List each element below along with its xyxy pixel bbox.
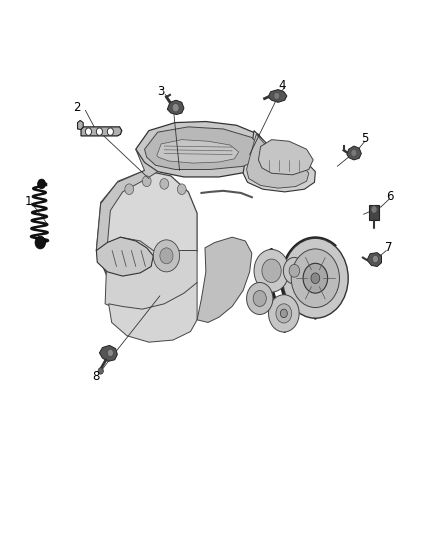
- Polygon shape: [105, 237, 197, 316]
- Circle shape: [125, 184, 134, 195]
- Circle shape: [311, 273, 320, 284]
- Circle shape: [160, 179, 169, 189]
- Polygon shape: [99, 345, 117, 361]
- Circle shape: [142, 176, 151, 187]
- Circle shape: [107, 349, 113, 357]
- Circle shape: [107, 128, 113, 135]
- Circle shape: [371, 206, 377, 213]
- Text: 5: 5: [361, 132, 368, 145]
- Circle shape: [280, 309, 287, 318]
- Polygon shape: [136, 122, 267, 177]
- Text: 8: 8: [92, 370, 99, 383]
- Circle shape: [96, 128, 102, 135]
- Polygon shape: [268, 90, 287, 102]
- Polygon shape: [96, 171, 197, 314]
- Circle shape: [262, 259, 281, 282]
- Circle shape: [303, 263, 328, 293]
- Circle shape: [276, 304, 292, 323]
- Polygon shape: [96, 149, 158, 251]
- Polygon shape: [78, 120, 83, 130]
- Circle shape: [98, 368, 103, 374]
- Polygon shape: [81, 127, 122, 136]
- Polygon shape: [258, 140, 313, 175]
- Polygon shape: [347, 146, 361, 160]
- Text: 1: 1: [25, 195, 32, 208]
- Polygon shape: [109, 282, 197, 342]
- Circle shape: [291, 249, 339, 308]
- Circle shape: [289, 264, 300, 277]
- Circle shape: [172, 103, 179, 112]
- Circle shape: [268, 295, 299, 332]
- Circle shape: [85, 128, 92, 135]
- Circle shape: [283, 257, 305, 284]
- Circle shape: [38, 179, 46, 189]
- Text: 2: 2: [73, 101, 81, 114]
- Circle shape: [274, 92, 280, 100]
- Polygon shape: [243, 131, 315, 192]
- Circle shape: [254, 249, 289, 292]
- Polygon shape: [247, 134, 309, 188]
- Circle shape: [351, 149, 357, 157]
- Polygon shape: [157, 140, 239, 163]
- Circle shape: [35, 236, 46, 249]
- Polygon shape: [96, 237, 153, 276]
- Circle shape: [177, 184, 186, 195]
- Polygon shape: [167, 100, 184, 115]
- Text: 7: 7: [385, 241, 392, 254]
- Polygon shape: [367, 253, 381, 266]
- Circle shape: [247, 282, 273, 314]
- Polygon shape: [197, 237, 252, 322]
- Text: 6: 6: [386, 190, 394, 203]
- Circle shape: [372, 255, 378, 263]
- Text: 4: 4: [278, 79, 286, 92]
- Polygon shape: [369, 205, 379, 220]
- Text: 3: 3: [158, 85, 165, 98]
- Circle shape: [253, 290, 266, 306]
- Polygon shape: [145, 127, 263, 169]
- Circle shape: [153, 240, 180, 272]
- Circle shape: [283, 238, 348, 318]
- Circle shape: [160, 248, 173, 264]
